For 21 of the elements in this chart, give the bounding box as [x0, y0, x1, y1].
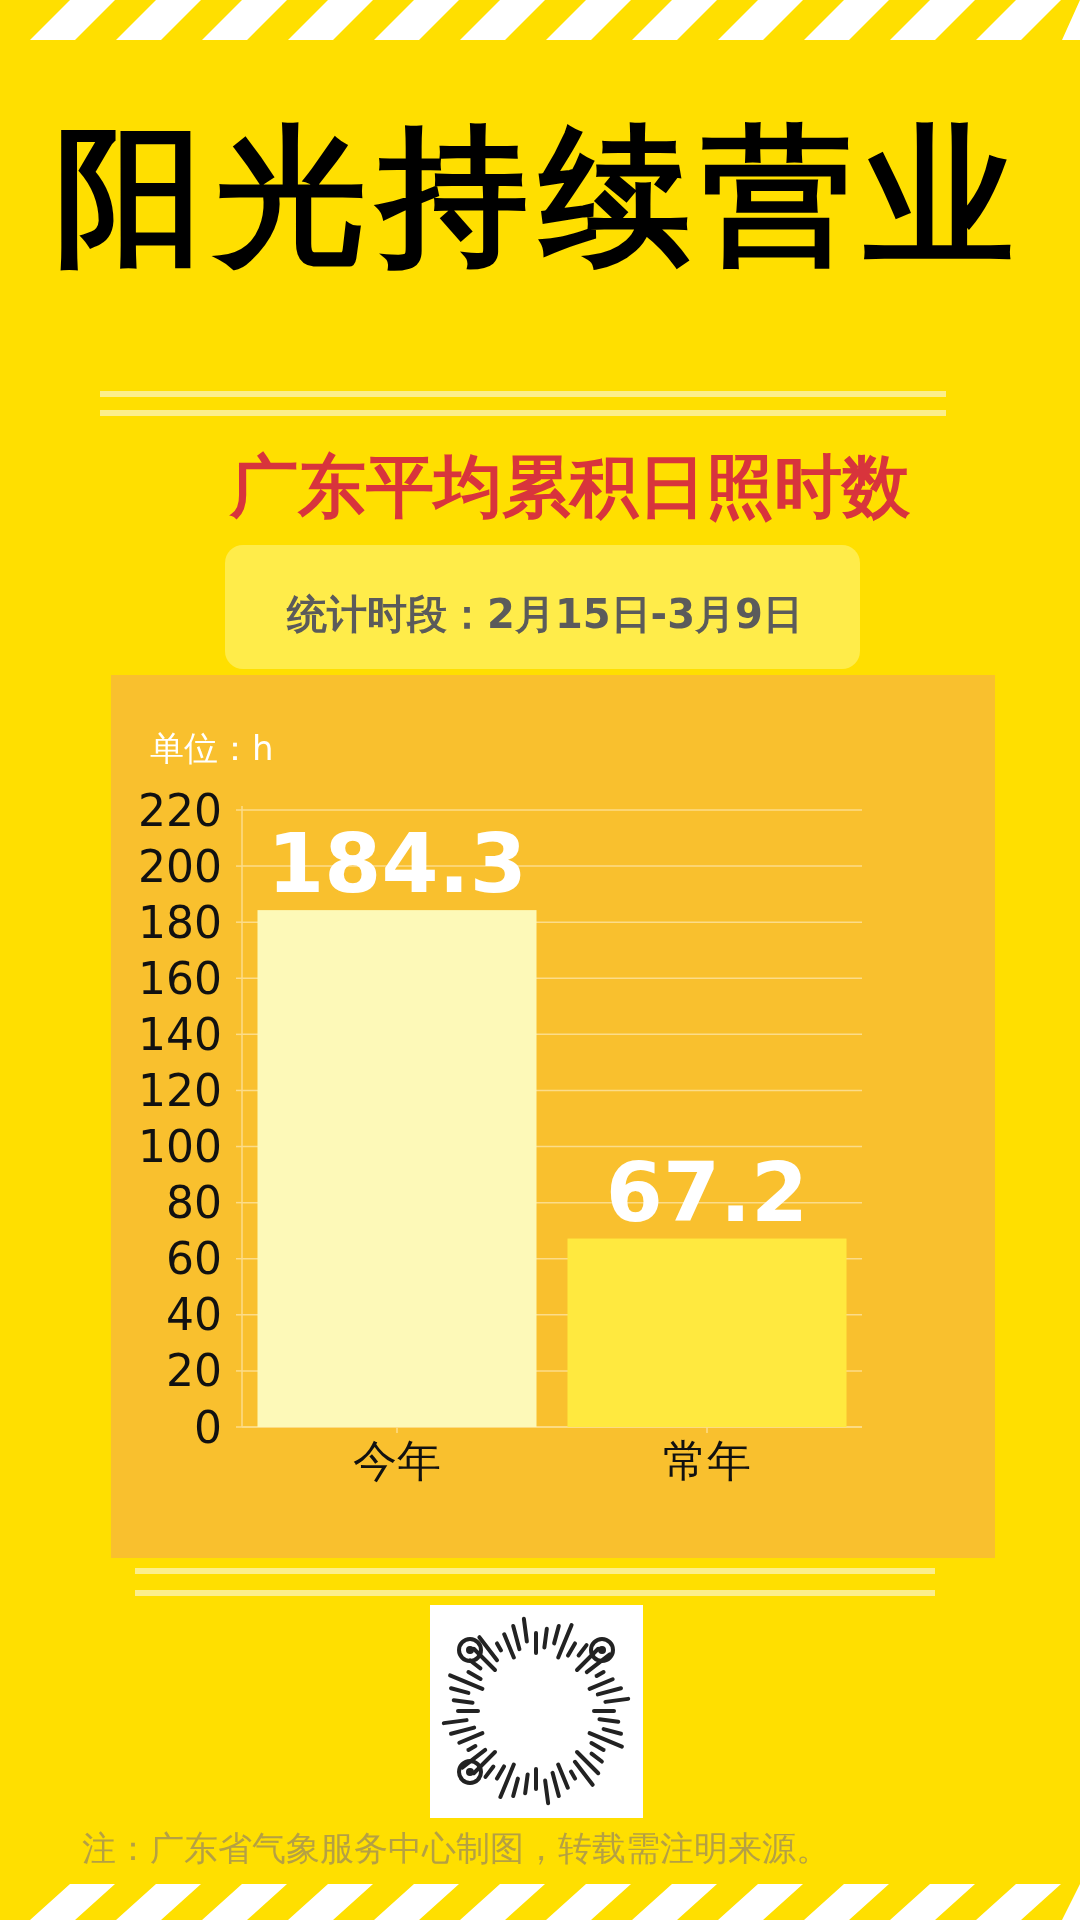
y-tick-label: 100 — [138, 1121, 222, 1173]
data-label: 184.3 — [267, 816, 527, 912]
y-tick-label: 180 — [138, 896, 222, 948]
y-tick-label: 80 — [166, 1177, 222, 1229]
y-tick-label: 120 — [138, 1064, 222, 1116]
y-axis-title: 单位：h — [150, 728, 274, 768]
y-tick-label: 220 — [138, 784, 222, 836]
y-tick-label: 160 — [138, 952, 222, 1004]
chart-subtitle: 广东平均累积日照时数 — [229, 447, 911, 526]
y-tick-label: 200 — [138, 840, 222, 892]
text: 注：广东省气象服务中心制图，转载需注明来源。 — [82, 1828, 830, 1868]
chart-title: 阳光持续营业 — [54, 109, 1026, 283]
y-tick-label: 140 — [138, 1008, 222, 1060]
x-tick-label: 常年 — [663, 1435, 751, 1486]
y-tick-label: 0 — [194, 1401, 222, 1453]
data-label: 67.2 — [605, 1144, 809, 1240]
y-tick-label: 60 — [166, 1233, 222, 1285]
y-tick-label: 20 — [166, 1345, 222, 1397]
text: 统计时段：2月15日-3月9日 — [286, 591, 803, 637]
x-tick-label: 今年 — [353, 1435, 441, 1486]
y-tick-label: 40 — [166, 1289, 222, 1341]
